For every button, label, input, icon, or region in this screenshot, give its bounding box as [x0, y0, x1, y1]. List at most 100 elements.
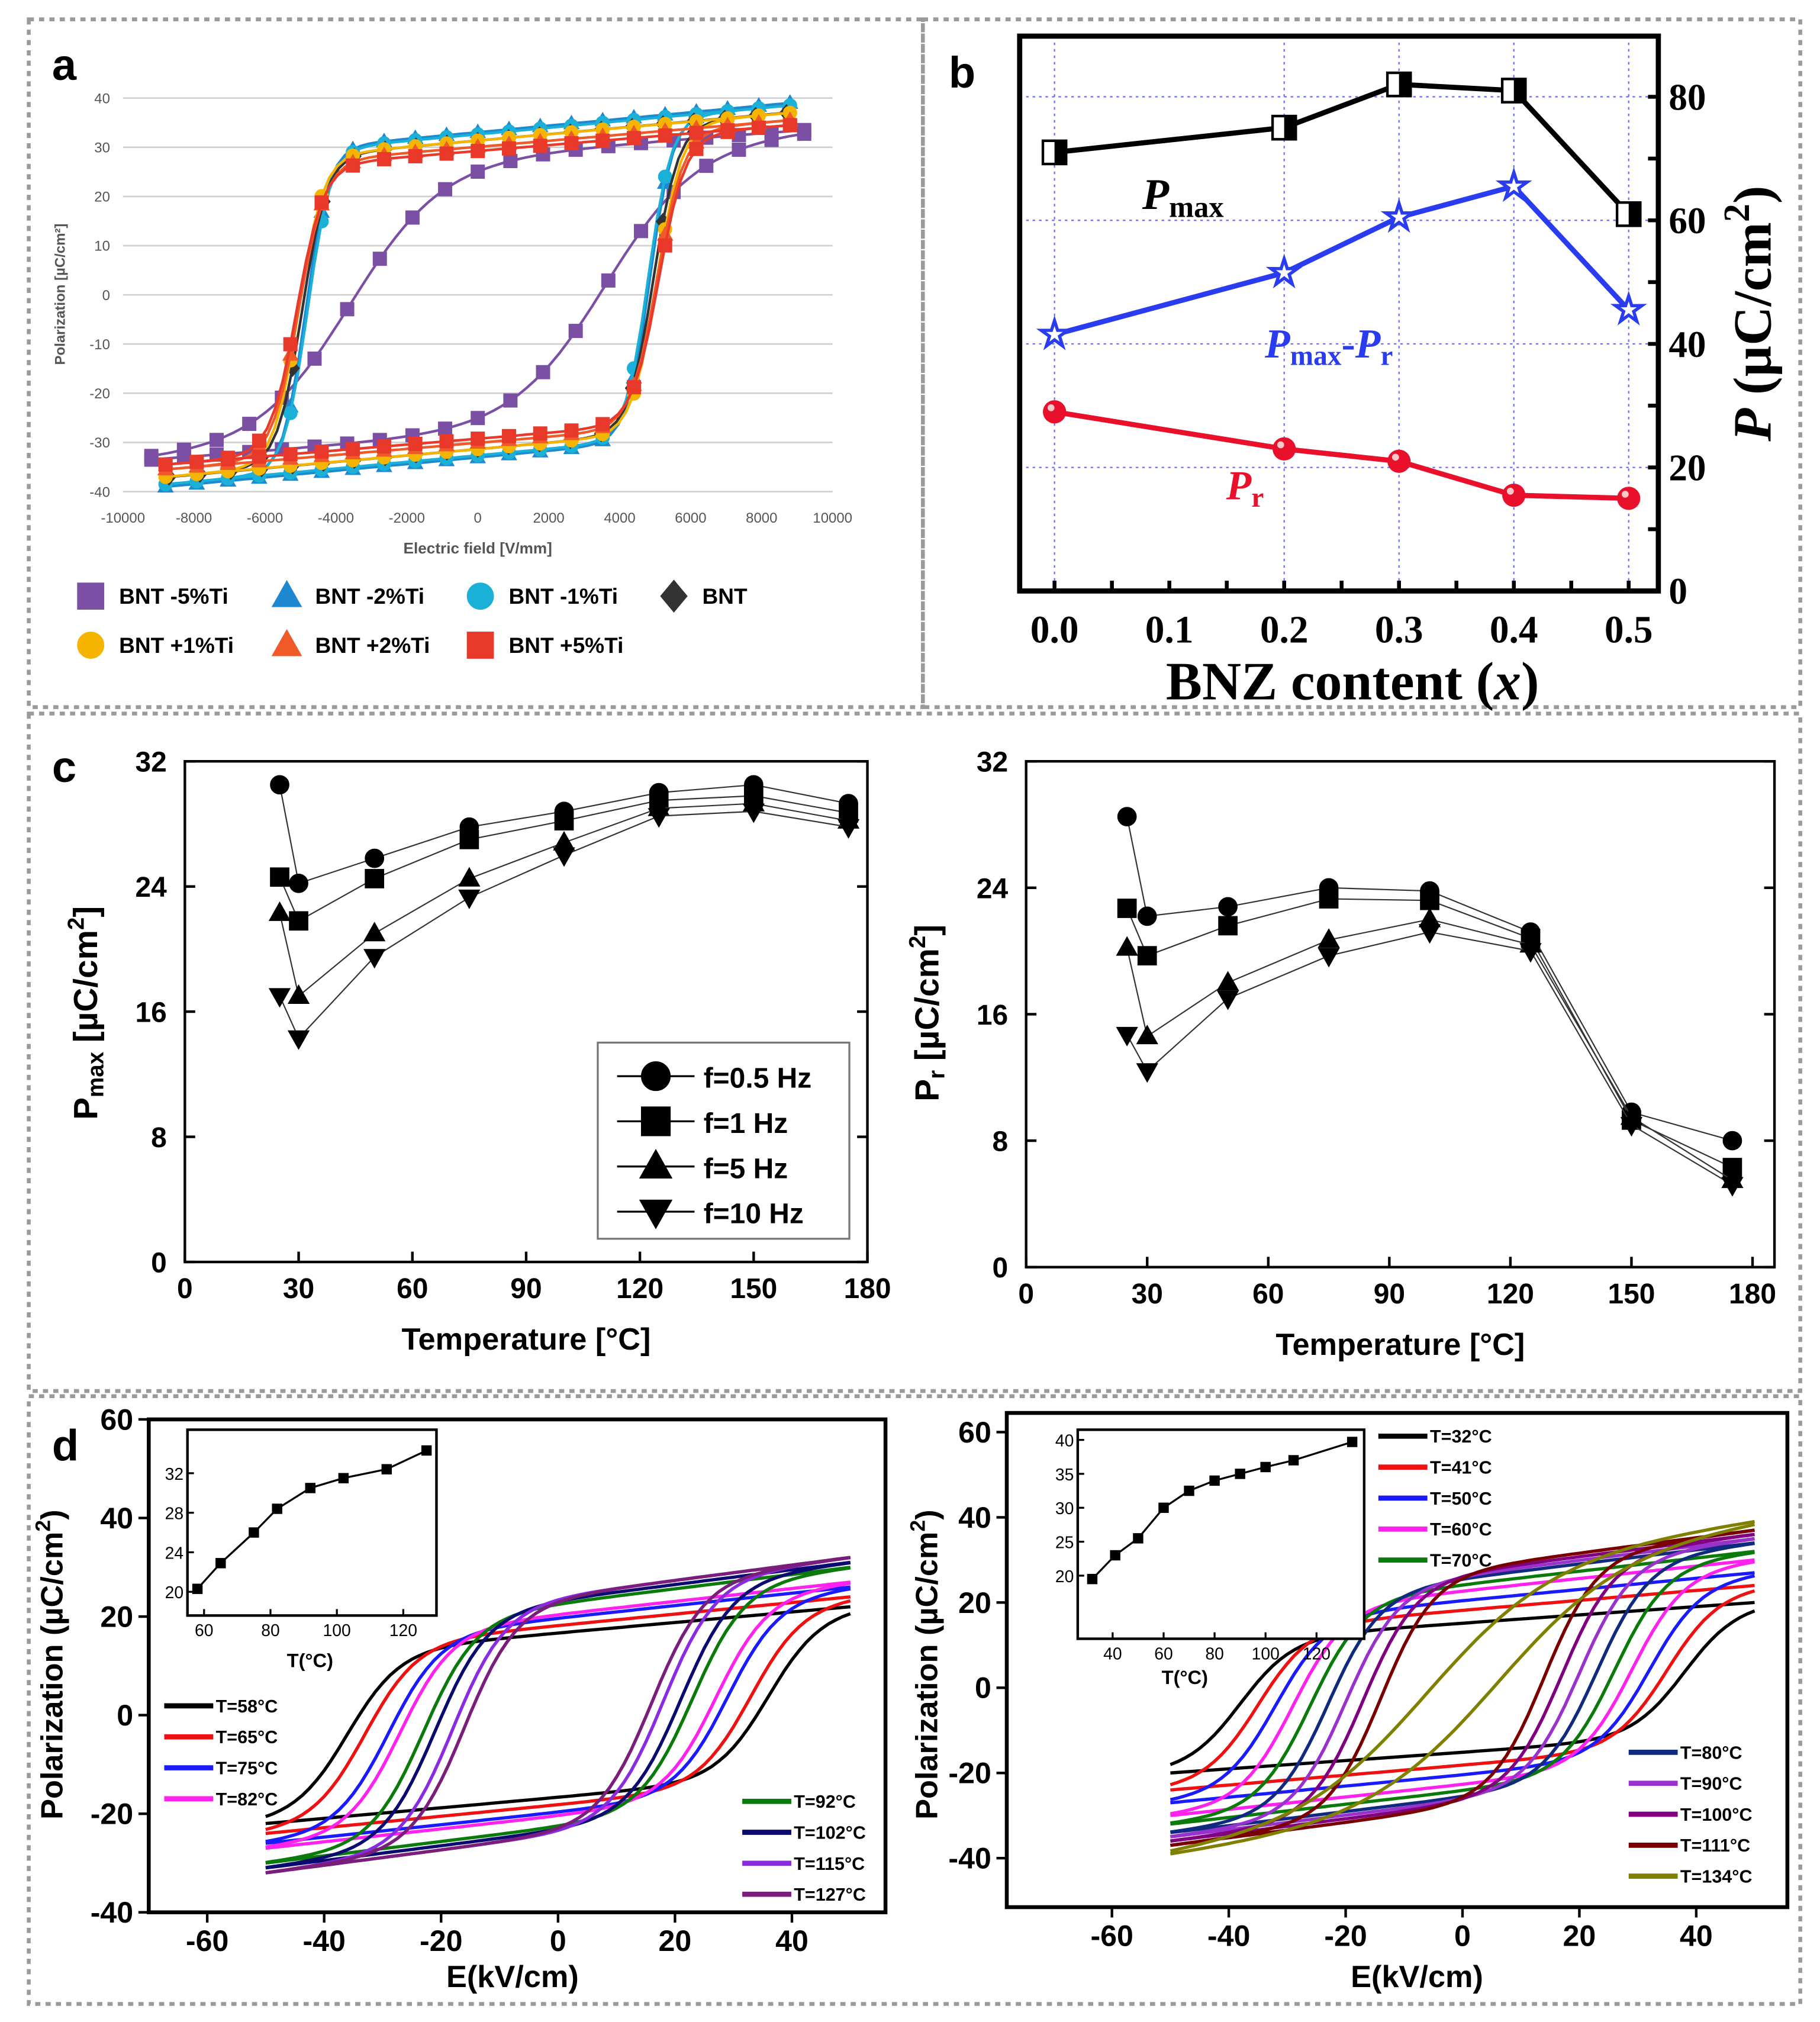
inset-data-point	[1184, 1485, 1194, 1496]
panel-letter-b: b	[949, 48, 975, 97]
data-point	[283, 405, 298, 420]
y-tick-label: 20	[100, 1600, 133, 1633]
data-point	[1137, 946, 1157, 965]
loop-branch	[1170, 1571, 1755, 1802]
series-line	[279, 810, 849, 1039]
series-line	[1054, 82, 1631, 216]
loop-branch	[265, 1556, 851, 1875]
label-part: max	[1290, 340, 1342, 371]
data-point	[314, 195, 329, 210]
legend-item: T=100°C	[1628, 1805, 1752, 1825]
inset-y-tick-label: 30	[1055, 1499, 1074, 1518]
y-tick-label: -20	[91, 1798, 133, 1831]
y-tick-label: -10	[89, 337, 110, 353]
data-point	[1136, 1063, 1158, 1083]
inset-y-tick-label: 35	[1055, 1466, 1074, 1485]
x-tick-label: 0.1	[1145, 609, 1194, 652]
data-point	[782, 118, 797, 133]
legend-label: f=0.5 Hz	[704, 1063, 812, 1094]
legend-marker	[640, 1106, 671, 1136]
marker-body	[1387, 449, 1411, 473]
x-tick-label: 60	[397, 1273, 428, 1305]
x-tick-label: -20	[1324, 1919, 1367, 1952]
y-tick-label: -40	[89, 484, 110, 500]
legend-item: T=50°C	[1378, 1489, 1492, 1509]
label-part: [µC/cm	[67, 930, 105, 1052]
legend-marker	[660, 579, 688, 613]
marker-fill	[1628, 202, 1641, 226]
series-label: Pmax-Pr	[1264, 321, 1393, 372]
data-point	[1615, 201, 1642, 227]
legend-item: T=102°C	[742, 1823, 866, 1843]
x-tick-label: -4000	[318, 510, 354, 526]
label-part: r	[1380, 340, 1393, 371]
inset-data-point	[272, 1503, 282, 1514]
data-point	[1265, 253, 1303, 289]
y-tick-label: 20	[958, 1586, 991, 1619]
inset-data-point	[1087, 1573, 1098, 1585]
data-point	[289, 911, 308, 931]
inset-x-tick-label: 100	[1252, 1644, 1280, 1663]
series-label: Pmax	[1142, 170, 1224, 223]
legend-label: BNT -2%Ti	[315, 584, 425, 608]
inset-y-tick-label: 20	[165, 1583, 184, 1602]
data-point	[1116, 1026, 1138, 1047]
inset-data-point	[1158, 1502, 1169, 1513]
y-tick-label: 24	[136, 872, 167, 903]
data-point	[270, 867, 289, 887]
y-tick-label: 40	[100, 1502, 133, 1535]
marker-fill	[1513, 79, 1526, 102]
data-point	[1500, 78, 1527, 104]
panel-c-border	[27, 711, 1802, 1393]
loop-branch	[1170, 1558, 1755, 1815]
loop-branch	[1170, 1601, 1755, 1766]
legend-label: T=70°C	[1430, 1550, 1492, 1570]
loop-branch	[1170, 1560, 1755, 1817]
legend-marker	[271, 629, 302, 656]
legend-label: T=92°C	[794, 1792, 856, 1812]
legend-item: T=134°C	[1628, 1867, 1752, 1887]
data-point	[533, 139, 547, 153]
label-part: P	[1226, 463, 1252, 509]
series-line	[279, 784, 849, 884]
inset-x-tick-label: 80	[1205, 1644, 1224, 1663]
series-t-82-c	[265, 1580, 851, 1850]
inset-data-point	[249, 1527, 259, 1538]
legend-item: T=32°C	[1378, 1427, 1492, 1447]
data-point	[268, 988, 291, 1008]
series-t-127-c	[265, 1556, 851, 1875]
x-tick-label: -40	[302, 1924, 345, 1957]
x-tick-label: 40	[1680, 1919, 1713, 1952]
data-point	[1722, 1131, 1742, 1151]
data-point	[283, 447, 298, 462]
legend-label: BNT +2%Ti	[315, 633, 430, 658]
data-point	[287, 984, 310, 1004]
inset-y-tick-label: 28	[165, 1505, 184, 1524]
legend-label: T=50°C	[1430, 1489, 1492, 1509]
series-line	[1126, 931, 1733, 1186]
x-tick-label: 0.4	[1490, 609, 1538, 652]
y-tick-label: 20	[94, 189, 110, 205]
x-tick-label: -8000	[176, 510, 212, 526]
data-point	[376, 439, 391, 454]
legend-item: f=10 Hz	[617, 1199, 804, 1230]
legend-item: f=1 Hz	[617, 1106, 788, 1139]
y-tick-label: 0	[102, 288, 110, 304]
data-point	[1137, 906, 1157, 926]
plot-frame	[147, 1417, 888, 1914]
label-part: 2	[905, 936, 930, 948]
series-t-75-c	[265, 1585, 851, 1845]
data-point	[742, 803, 765, 823]
x-tick-label: -2000	[389, 510, 425, 526]
label-part: )	[1722, 186, 1783, 204]
plot-frame	[1025, 759, 1776, 1268]
y-tick-label: -20	[948, 1757, 991, 1790]
data-point	[270, 775, 289, 795]
inset-data-point	[305, 1483, 316, 1493]
y-tick-label: 60	[100, 1403, 133, 1436]
label-part: )	[1521, 651, 1539, 711]
data-point	[1420, 890, 1439, 910]
data-point	[633, 224, 648, 239]
legend-item: BNT +2%Ti	[271, 629, 430, 658]
label-part: Polarization (µC/cm	[35, 1532, 69, 1820]
